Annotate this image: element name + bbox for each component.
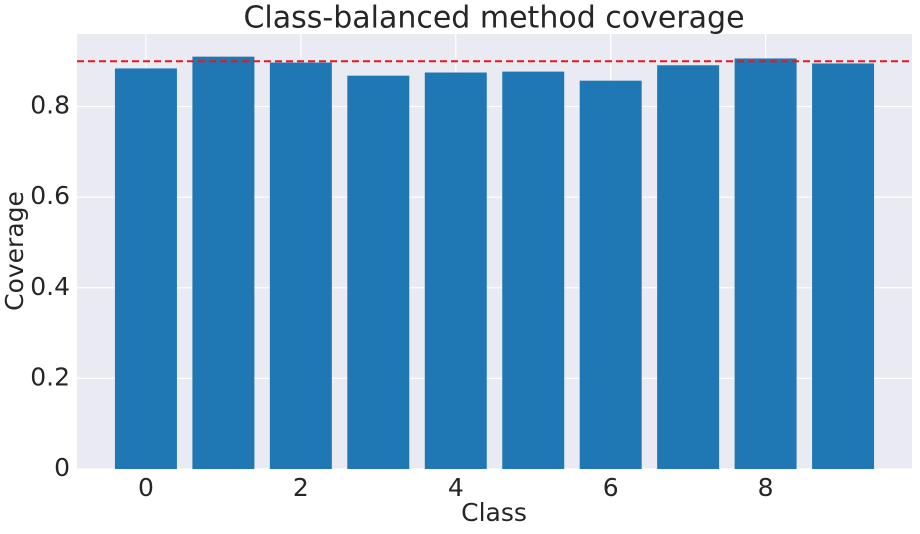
- x-axis-label: Class: [461, 498, 527, 527]
- bar: [192, 56, 255, 469]
- bar: [269, 62, 332, 469]
- bar: [114, 68, 177, 469]
- bar: [502, 71, 565, 469]
- x-tick-label: 0: [138, 473, 154, 502]
- bar: [579, 80, 642, 469]
- y-tick-label: 0.8: [30, 91, 70, 120]
- x-tick-label: 8: [758, 473, 774, 502]
- y-tick-label: 0.6: [30, 181, 70, 210]
- bar: [812, 63, 875, 469]
- bar: [734, 58, 797, 469]
- bar: [424, 72, 487, 469]
- x-tick-label: 2: [293, 473, 309, 502]
- x-tick-label: 4: [448, 473, 464, 502]
- y-tick-label: 0.2: [30, 362, 70, 391]
- bar: [347, 75, 410, 469]
- bars: [77, 56, 912, 469]
- x-tick-label: 6: [603, 473, 619, 502]
- labels: 0 0.2 0.4 0.6 0.8 0 2 4 6 8: [30, 91, 773, 503]
- y-axis-label: Coverage: [0, 191, 29, 311]
- bar: [657, 65, 720, 469]
- chart-title: Class-balanced method coverage: [243, 1, 744, 36]
- y-tick-label: 0: [54, 453, 70, 482]
- y-tick-label: 0.4: [30, 272, 70, 301]
